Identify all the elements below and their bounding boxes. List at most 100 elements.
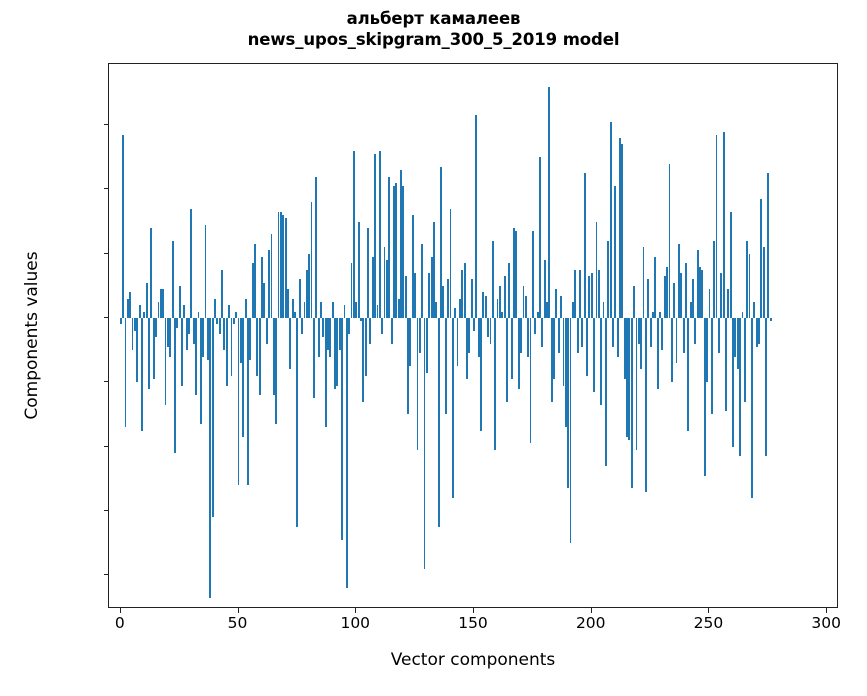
bar: [131, 318, 134, 351]
bar: [489, 318, 492, 344]
bar: [289, 318, 292, 370]
bar: [696, 250, 699, 318]
x-tick-mark: [355, 608, 357, 613]
bar: [527, 318, 530, 357]
bar: [218, 318, 221, 335]
bar: [640, 318, 643, 370]
bar: [338, 318, 341, 351]
bar: [390, 318, 393, 344]
bar: [649, 318, 652, 347]
bar: [197, 311, 200, 318]
bar: [143, 311, 146, 318]
bar: [553, 318, 555, 380]
bar: [522, 285, 525, 318]
bar: [722, 131, 725, 318]
y-axis-label: Components values: [22, 251, 42, 420]
bar: [468, 318, 471, 354]
bar: [352, 150, 355, 318]
bar: [762, 247, 765, 318]
bar: [656, 318, 659, 389]
bar: [228, 305, 231, 318]
bar: [506, 318, 508, 402]
x-tick-mark: [826, 608, 828, 613]
bar: [491, 240, 494, 318]
bar: [465, 318, 468, 380]
bar: [666, 266, 669, 318]
bar: [246, 318, 249, 486]
bar: [586, 318, 588, 376]
y-tick-mark: [104, 381, 109, 383]
bar: [308, 253, 311, 318]
bar: [319, 301, 322, 318]
bar: [746, 240, 749, 318]
bar: [367, 227, 369, 318]
y-tick-mark: [104, 252, 109, 254]
bar: [223, 318, 226, 351]
bar: [619, 137, 621, 318]
bar: [183, 305, 186, 318]
x-axis-label: Vector components: [390, 650, 556, 670]
bar: [404, 276, 407, 318]
bar: [508, 263, 511, 318]
bar: [534, 318, 537, 335]
bar: [392, 186, 395, 318]
y-tick-mark: [104, 188, 109, 190]
bar: [169, 318, 172, 357]
bar: [268, 250, 271, 318]
bar: [701, 269, 704, 318]
bar: [614, 186, 617, 318]
x-tick-mark: [473, 608, 474, 613]
bar: [444, 318, 447, 415]
bar: [277, 211, 280, 318]
bar: [138, 305, 141, 318]
bar: [635, 318, 638, 450]
bar: [458, 298, 461, 318]
bar: [616, 318, 619, 357]
bar: [348, 318, 351, 335]
bar: [708, 289, 711, 318]
bar: [275, 318, 278, 425]
x-tick-label: 250: [693, 614, 724, 632]
bar: [668, 163, 671, 318]
bar: [736, 318, 739, 370]
bar: [291, 298, 294, 318]
bar: [334, 318, 336, 389]
bar: [706, 318, 709, 383]
bar: [767, 173, 770, 318]
bar: [482, 292, 485, 318]
bar: [329, 318, 332, 357]
bar: [713, 240, 716, 318]
bar: [376, 305, 379, 318]
bar: [414, 272, 417, 318]
bar: [524, 295, 527, 318]
bar: [282, 215, 285, 318]
x-tick-label: 300: [811, 614, 842, 632]
bar: [628, 318, 631, 441]
bar: [680, 272, 683, 318]
bar: [173, 318, 176, 454]
bar: [336, 318, 339, 386]
bar: [661, 318, 664, 351]
bar: [258, 318, 261, 396]
x-tick-mark: [590, 608, 592, 613]
bar: [433, 221, 435, 318]
x-tick-label: 0: [114, 614, 125, 632]
bar: [122, 134, 125, 318]
bar: [294, 311, 296, 318]
bar: [461, 269, 464, 318]
x-tick-label: 200: [575, 614, 606, 632]
bar: [407, 318, 409, 415]
bar: [670, 318, 673, 383]
bar: [150, 227, 153, 318]
bar: [725, 318, 727, 412]
x-tick-label: 100: [340, 614, 371, 632]
bar: [171, 240, 174, 318]
bar: [442, 285, 445, 318]
y-tick-mark: [104, 509, 109, 511]
bar: [538, 157, 541, 318]
chart-title: альберт камалеев news_upos_skipgram_300_…: [247, 9, 620, 49]
bar: [753, 301, 756, 318]
bar: [256, 318, 259, 376]
bar: [430, 256, 433, 318]
bar: [303, 301, 306, 318]
